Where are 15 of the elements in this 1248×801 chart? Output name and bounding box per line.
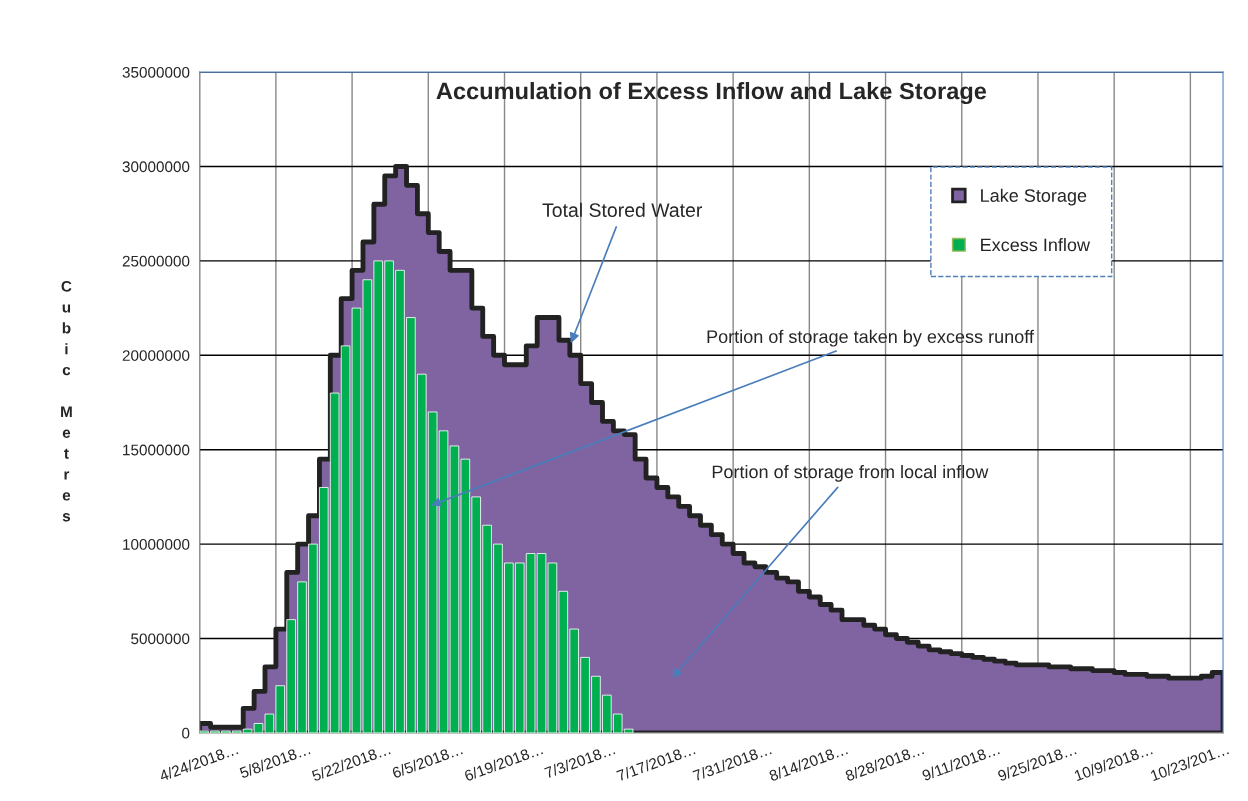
y-tick-label: 15000000 bbox=[123, 444, 190, 456]
y-tick-label: 20000000 bbox=[122, 350, 190, 361]
y-tick-label: 5000000 bbox=[131, 633, 190, 645]
chart-title: Accumulation of Excess Inflow and Lake Storage bbox=[436, 82, 987, 105]
y-tick-label: 25000000 bbox=[122, 255, 190, 267]
annotation: Portion of storage from local inflow bbox=[712, 464, 989, 482]
y-tick-label: 35000000 bbox=[122, 66, 190, 78]
text: Cubic Metres bbox=[61, 280, 72, 522]
annotation: Portion of storage taken by excess runoff bbox=[707, 329, 1034, 347]
y-tick-label: 10000000 bbox=[123, 538, 190, 550]
legend-label: Lake Storage bbox=[981, 188, 1087, 206]
y-tick-label: 0 bbox=[182, 727, 190, 739]
annotation: Total Stored Water bbox=[542, 202, 703, 218]
y-tick-label: 30000000 bbox=[122, 161, 190, 173]
legend-label: Excess Inflow bbox=[981, 238, 1091, 252]
